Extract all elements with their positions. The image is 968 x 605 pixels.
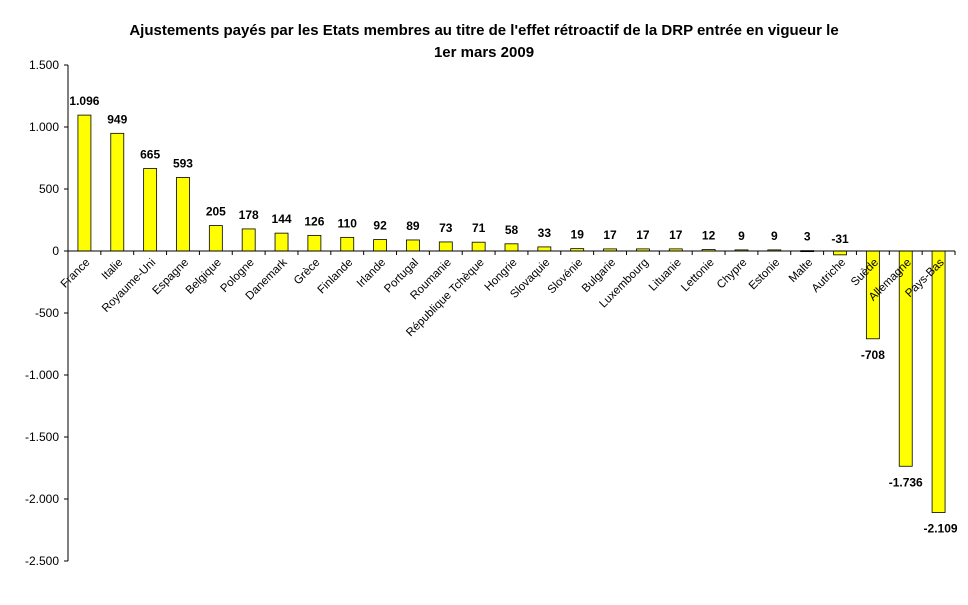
data-label: 73 xyxy=(439,221,453,235)
bar xyxy=(537,246,552,252)
data-label: 205 xyxy=(206,205,226,219)
bar xyxy=(373,239,387,252)
data-label: -708 xyxy=(861,348,885,362)
bar xyxy=(471,241,486,252)
data-label: 17 xyxy=(669,228,683,242)
data-label: 19 xyxy=(571,228,585,242)
y-tick-label: 1.000 xyxy=(29,120,59,134)
y-tick-label: -2.000 xyxy=(25,492,59,506)
data-label: 9 xyxy=(771,229,778,243)
bar xyxy=(438,241,453,252)
chart-title-line-2: 1er mars 2009 xyxy=(433,44,535,61)
data-label: 144 xyxy=(272,212,292,226)
data-label: 17 xyxy=(636,228,650,242)
data-label: -2.109 xyxy=(924,522,958,536)
bar xyxy=(143,168,158,252)
data-label: 12 xyxy=(702,229,716,243)
chart-title: Ajustements payés par les Etats membres … xyxy=(0,20,968,64)
y-tick-label: -2.500 xyxy=(25,554,59,568)
y-tick-label: -500 xyxy=(35,306,59,320)
x-tick-label: Belgique xyxy=(184,257,224,297)
data-label: 593 xyxy=(173,156,193,170)
bar xyxy=(77,114,92,252)
x-tick-label: Lituanie xyxy=(647,257,684,294)
bar xyxy=(241,228,256,252)
x-tick-label: Lettonie xyxy=(679,257,716,294)
bar xyxy=(307,234,322,252)
x-tick-label: Finlande xyxy=(316,257,356,297)
x-tick-label: Slovénie xyxy=(546,257,586,297)
bar xyxy=(833,250,847,256)
x-tick-label: Italie xyxy=(100,257,126,283)
x-tick-label: France xyxy=(59,257,93,291)
data-label: 92 xyxy=(373,219,387,233)
data-label: 89 xyxy=(406,219,420,233)
bar xyxy=(406,239,420,252)
data-label: 126 xyxy=(304,214,324,228)
y-tick-label: 0 xyxy=(52,244,59,258)
x-tick-label: Estonie xyxy=(747,257,783,293)
bar xyxy=(931,250,946,513)
data-label: 33 xyxy=(538,226,552,240)
x-tick-label: Malte xyxy=(787,257,815,285)
data-label: 110 xyxy=(338,216,358,230)
data-label: 178 xyxy=(239,208,259,222)
bar xyxy=(504,243,519,252)
x-tick-label: Grèce xyxy=(292,257,323,288)
bar xyxy=(110,132,125,252)
data-label: 71 xyxy=(472,221,486,235)
x-tick-label: Espagne xyxy=(151,257,192,298)
data-label: 17 xyxy=(603,228,617,242)
x-tick-label: Autriche xyxy=(810,257,848,295)
data-label: 949 xyxy=(107,112,127,126)
x-tick-label: Chypre xyxy=(715,257,750,292)
bar xyxy=(176,177,190,252)
chart-title-line-1: Ajustements payés par les Etats membres … xyxy=(129,22,839,39)
y-tick-label: -1.000 xyxy=(25,368,59,382)
data-label: -31 xyxy=(831,232,849,246)
y-tick-label: 500 xyxy=(39,182,59,196)
data-label: -1.736 xyxy=(889,475,923,489)
y-tick-label: 1.500 xyxy=(29,58,59,72)
data-label: 1.096 xyxy=(69,94,99,108)
data-label: 9 xyxy=(738,229,745,243)
data-label: 3 xyxy=(804,230,811,244)
bar xyxy=(274,232,289,252)
data-label: 665 xyxy=(140,148,160,162)
data-label: 58 xyxy=(505,223,519,237)
y-tick-label: -1.500 xyxy=(25,430,59,444)
bar xyxy=(208,225,223,252)
bar xyxy=(340,236,355,252)
